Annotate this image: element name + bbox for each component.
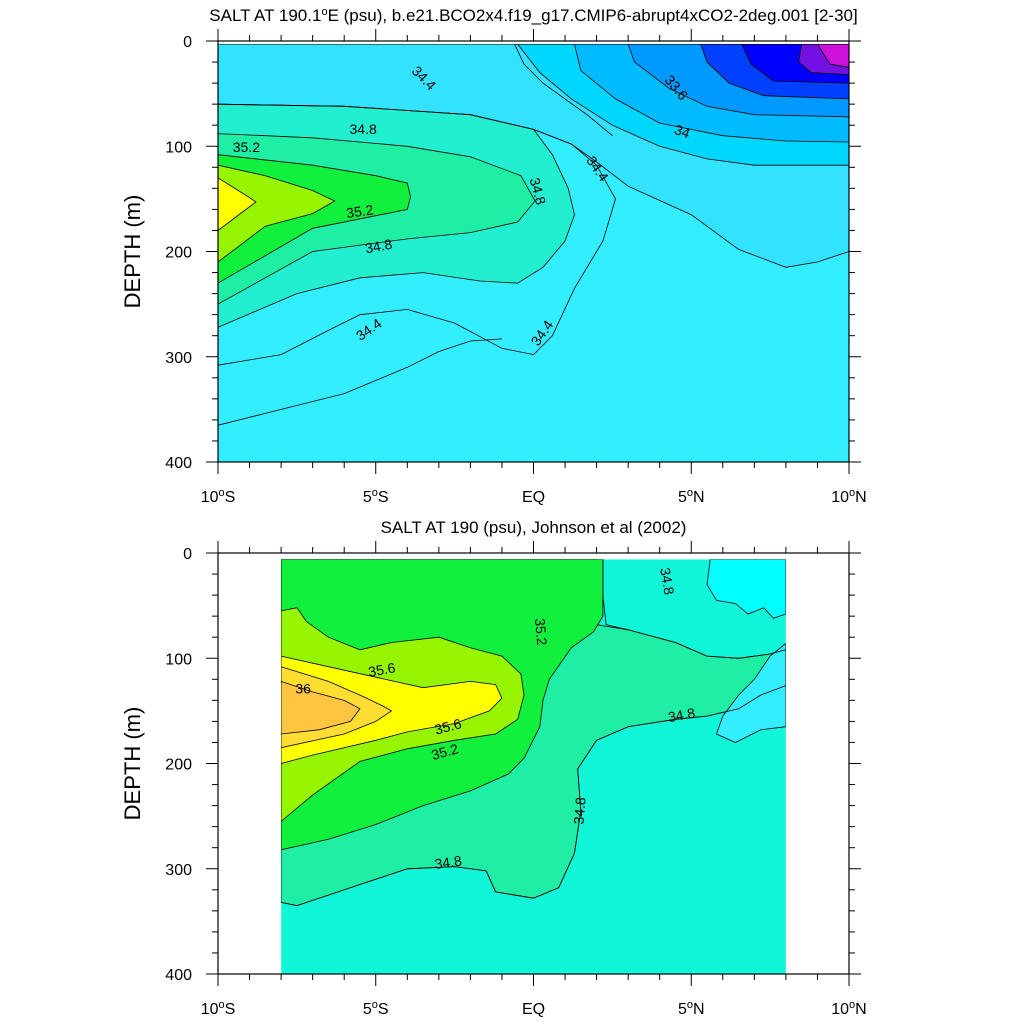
y-tick-label: 300	[165, 862, 192, 879]
contour-label: 35.2	[430, 740, 461, 763]
y-tick-label: 200	[165, 245, 192, 262]
contour-label: 35.2	[233, 139, 260, 155]
x-tick-label: 10oS	[201, 487, 236, 506]
x-tick-label: 5oN	[678, 999, 705, 1018]
contour-label: 34.8	[350, 121, 377, 137]
x-tick-number: EQ	[522, 1001, 545, 1018]
chart-title-part: SALT AT 190.1	[209, 6, 321, 25]
contour-line	[281, 685, 786, 907]
contour-label: 36	[295, 681, 311, 697]
contour-label: 35.2	[532, 618, 550, 647]
x-tick-number: 5	[363, 1001, 372, 1018]
x-tick-label: 5oN	[678, 487, 705, 506]
y-tick-label: 100	[165, 139, 192, 156]
x-tick-number: 10	[201, 489, 219, 506]
contour-label: 34.8	[527, 176, 550, 207]
contour-label: 34.8	[657, 566, 678, 596]
y-tick-label: 0	[183, 546, 192, 563]
x-tick-label: EQ	[522, 489, 545, 506]
contour-fill-group	[281, 559, 786, 974]
chart-title-degree: o	[321, 6, 327, 18]
x-tick-degree: o	[849, 487, 855, 499]
contour-region	[281, 655, 503, 764]
y-axis-label: DEPTH (m)	[120, 195, 145, 309]
contour-label: 35.2	[345, 201, 374, 221]
panel-model-salinity: SALT AT 190.1oE (psu), b.e21.BCO2x4.f19_…	[120, 6, 867, 506]
x-tick-label: 5oS	[363, 999, 389, 1018]
contour-line	[218, 103, 616, 366]
y-tick-label: 300	[165, 350, 192, 367]
x-tick-hemisphere: S	[225, 1001, 236, 1018]
x-tick-hemisphere: S	[225, 489, 236, 506]
panel-johnson-salinity: SALT AT 190 (psu), Johnson et al (2002) 3…	[120, 518, 867, 1018]
contour-label: 34.8	[364, 236, 394, 257]
x-tick-hemisphere: N	[855, 489, 867, 506]
x-tick-degree: o	[849, 999, 855, 1011]
x-tick-hemisphere: S	[378, 489, 389, 506]
x-tick-degree: o	[372, 487, 378, 499]
contour-fill-group	[218, 44, 849, 462]
x-tick-number: 10	[201, 1001, 219, 1018]
contour-region	[706, 559, 786, 619]
y-tick-label: 0	[183, 34, 192, 51]
x-tick-number: 5	[678, 489, 687, 506]
x-tick-label: 10oN	[831, 999, 866, 1018]
y-axis-label: DEPTH (m)	[120, 707, 145, 821]
x-tick-degree: o	[219, 487, 225, 499]
x-tick-number: EQ	[522, 489, 545, 506]
contour-region	[716, 642, 786, 743]
contour-region	[218, 177, 257, 232]
chart-title-part: E (psu), b.e21.BCO2x4.f19_g17.CMIP6-abru…	[328, 6, 858, 25]
x-tick-number: 10	[831, 1001, 849, 1018]
x-tick-degree: o	[219, 999, 225, 1011]
contour-region	[281, 680, 361, 735]
y-tick-label: 100	[165, 651, 192, 668]
contour-label: 34.8	[570, 796, 588, 825]
contour-line	[602, 559, 786, 659]
contour-label: 34	[672, 121, 692, 141]
chart-title: SALT AT 190.1oE (psu), b.e21.BCO2x4.f19_…	[209, 6, 857, 25]
contour-label: 34.8	[667, 705, 697, 726]
contour-label: 34.8	[434, 852, 463, 872]
contour-region	[816, 44, 849, 68]
x-tick-hemisphere: N	[855, 1001, 867, 1018]
contour-region	[218, 164, 336, 263]
x-tick-label: 5oS	[363, 487, 389, 506]
x-tick-number: 5	[678, 1001, 687, 1018]
y-tick-label: 400	[165, 967, 192, 984]
x-tick-number: 5	[363, 489, 372, 506]
y-tick-label: 400	[165, 455, 192, 472]
x-tick-label: 10oS	[201, 999, 236, 1018]
x-tick-hemisphere: S	[378, 1001, 389, 1018]
x-tick-degree: o	[687, 999, 693, 1011]
x-tick-degree: o	[372, 999, 378, 1011]
x-tick-degree: o	[687, 487, 693, 499]
x-tick-hemisphere: N	[693, 489, 705, 506]
x-tick-hemisphere: N	[693, 1001, 705, 1018]
chart-title: SALT AT 190 (psu), Johnson et al (2002)	[381, 518, 687, 537]
x-tick-label: EQ	[522, 1001, 545, 1018]
x-tick-label: 10oN	[831, 487, 866, 506]
contour-line	[514, 44, 613, 137]
contour-label: 35.6	[433, 715, 464, 738]
y-tick-label: 200	[165, 757, 192, 774]
contour-line	[218, 338, 502, 426]
x-tick-number: 10	[831, 489, 849, 506]
contour-label: 35.6	[367, 659, 397, 680]
